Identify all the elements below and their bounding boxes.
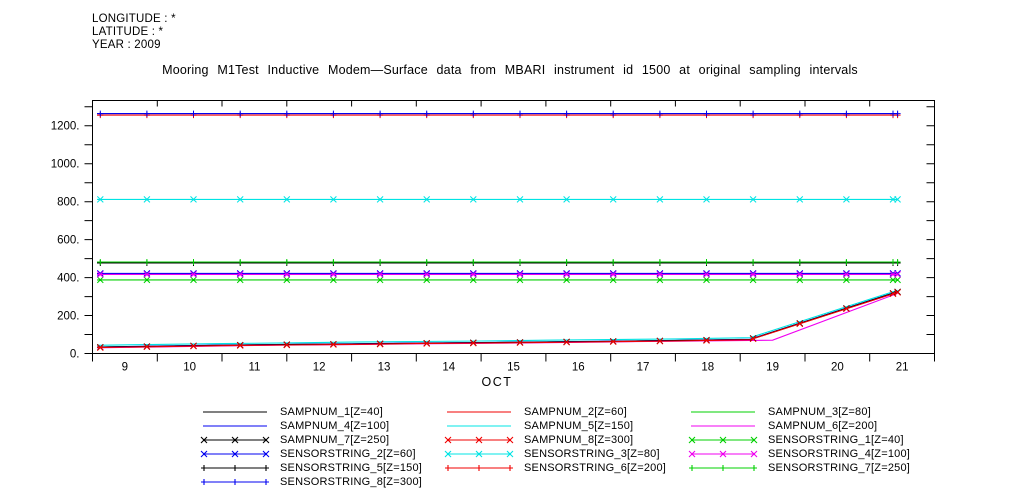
latitude-label: LATITUDE : * bbox=[92, 26, 164, 38]
plot-frame bbox=[92, 100, 935, 354]
series-markers-10 bbox=[96, 196, 901, 203]
legend-line-sample bbox=[203, 411, 267, 413]
axis-ticks bbox=[84, 100, 935, 362]
chart-canvas: 0. 200. 400. 600. 800. 1000. 1200. 9 10 11 12 13 14 1… bbox=[51, 100, 935, 374]
legend-line-sample bbox=[688, 450, 758, 458]
legend-label: SENSORSTRING_7[Z=250] bbox=[768, 462, 911, 474]
series-markers-11 bbox=[96, 271, 901, 278]
legend-item: SENSORSTRING_3[Z=80] bbox=[444, 447, 688, 461]
legend-label: SAMPNUM_6[Z=200] bbox=[768, 420, 878, 432]
legend-column-1: SAMPNUM_1[Z=40] SAMPNUM_4[Z=100] SAMPNUM_7… bbox=[200, 405, 444, 489]
legend-item: SAMPNUM_3[Z=80] bbox=[688, 405, 910, 419]
chart-title: Mooring M1Test Inductive Modem—Surface d… bbox=[162, 63, 858, 77]
legend-item: SENSORSTRING_1[Z=40] bbox=[688, 433, 910, 447]
legend-item: SAMPNUM_7[Z=250] bbox=[200, 433, 444, 447]
legend-line-sample bbox=[688, 436, 758, 444]
x-tick-label: 10 bbox=[183, 362, 196, 374]
legend-label: SAMPNUM_4[Z=100] bbox=[280, 420, 390, 432]
y-tick-label: 600. bbox=[57, 235, 79, 247]
y-tick-label: 1200. bbox=[51, 121, 80, 133]
legend-item: SENSORSTRING_7[Z=250] bbox=[688, 461, 910, 475]
legend-item: SENSORSTRING_8[Z=300] bbox=[200, 475, 444, 489]
context-header: LONGITUDE : * LATITUDE : * YEAR : 2009 bbox=[92, 13, 176, 52]
series-line-7 bbox=[96, 291, 898, 349]
x-tick-label: 16 bbox=[572, 362, 585, 374]
x-tick-label: 18 bbox=[701, 362, 714, 374]
legend-line-sample bbox=[689, 465, 757, 471]
longitude-label: LONGITUDE : * bbox=[92, 13, 176, 25]
x-tick-label: 9 bbox=[122, 362, 128, 374]
x-tick-label: 17 bbox=[637, 362, 650, 374]
y-tick-label: 800. bbox=[57, 197, 79, 209]
legend-item: SENSORSTRING_2[Z=60] bbox=[200, 447, 444, 461]
series-markers-8 bbox=[96, 276, 901, 284]
series-markers-7 bbox=[96, 289, 901, 351]
legend-line-sample bbox=[691, 411, 755, 413]
chart-legend: SAMPNUM_1[Z=40] SAMPNUM_4[Z=100] SAMPNUM_7… bbox=[200, 405, 910, 489]
legend-item: SAMPNUM_8[Z=300] bbox=[444, 433, 688, 447]
legend-label: SAMPNUM_5[Z=150] bbox=[524, 420, 634, 432]
series-markers-9 bbox=[96, 270, 901, 277]
legend-label: SENSORSTRING_4[Z=100] bbox=[768, 448, 911, 460]
legend-line-sample bbox=[444, 436, 514, 444]
x-tick-label: 11 bbox=[248, 362, 260, 374]
series-markers-14 bbox=[97, 259, 901, 265]
series-markers-15 bbox=[97, 110, 901, 117]
x-tick-label: 20 bbox=[831, 362, 844, 374]
legend-line-sample bbox=[444, 450, 514, 458]
legend-label: SAMPNUM_8[Z=300] bbox=[524, 434, 634, 446]
legend-line-sample bbox=[447, 411, 511, 413]
legend-item: SAMPNUM_2[Z=60] bbox=[444, 405, 688, 419]
legend-label: SENSORSTRING_2[Z=60] bbox=[280, 448, 416, 460]
year-label: YEAR : 2009 bbox=[92, 39, 161, 51]
series-line-1 bbox=[96, 291, 898, 348]
legend-line-sample bbox=[201, 479, 269, 485]
legend-label: SAMPNUM_2[Z=60] bbox=[524, 406, 627, 418]
y-tick-label: 200. bbox=[57, 311, 79, 323]
legend-item: SENSORSTRING_6[Z=200] bbox=[444, 461, 688, 475]
legend-item: SENSORSTRING_4[Z=100] bbox=[688, 447, 910, 461]
y-tick-label: 400. bbox=[57, 273, 79, 285]
legend-item: SAMPNUM_4[Z=100] bbox=[200, 419, 444, 433]
legend-label: SENSORSTRING_6[Z=200] bbox=[524, 462, 667, 474]
y-tick-label: 0. bbox=[70, 349, 80, 361]
y-tick-label: 1000. bbox=[51, 159, 80, 171]
legend-label: SAMPNUM_7[Z=250] bbox=[280, 434, 390, 446]
legend-line-sample bbox=[691, 425, 755, 427]
series-line-5 bbox=[96, 292, 898, 349]
x-tick-label: 19 bbox=[766, 362, 779, 374]
series-line-4 bbox=[96, 289, 898, 346]
x-axis-label: OCT bbox=[481, 375, 513, 389]
legend-column-3: SAMPNUM_3[Z=80] SAMPNUM_6[Z=200] SENSORSTR… bbox=[688, 405, 910, 475]
legend-label: SENSORSTRING_8[Z=300] bbox=[280, 476, 423, 488]
legend-item: SAMPNUM_5[Z=150] bbox=[444, 419, 688, 433]
x-tick-label: 14 bbox=[442, 362, 455, 374]
legend-column-2: SAMPNUM_2[Z=60] SAMPNUM_5[Z=150] SAMPNUM_8… bbox=[444, 405, 688, 475]
legend-line-sample bbox=[447, 425, 511, 427]
legend-item: SAMPNUM_6[Z=200] bbox=[688, 419, 910, 433]
legend-line-sample bbox=[200, 436, 270, 444]
legend-line-sample bbox=[445, 465, 513, 471]
legend-label: SAMPNUM_3[Z=80] bbox=[768, 406, 871, 418]
legend-label: SENSORSTRING_3[Z=80] bbox=[524, 448, 660, 460]
x-tick-label: 12 bbox=[313, 362, 326, 374]
legend-label: SENSORSTRING_1[Z=40] bbox=[768, 434, 904, 446]
legend-label: SENSORSTRING_5[Z=150] bbox=[280, 462, 423, 474]
legend-item: SAMPNUM_1[Z=40] bbox=[200, 405, 444, 419]
x-tick-label: 21 bbox=[896, 362, 909, 374]
legend-line-sample bbox=[203, 425, 267, 427]
x-tick-label: 15 bbox=[507, 362, 520, 374]
legend-line-sample bbox=[200, 450, 270, 458]
legend-label: SAMPNUM_1[Z=40] bbox=[280, 406, 383, 418]
x-tick-label: 13 bbox=[378, 362, 391, 374]
legend-line-sample bbox=[201, 465, 269, 471]
legend-item: SENSORSTRING_5[Z=150] bbox=[200, 461, 444, 475]
